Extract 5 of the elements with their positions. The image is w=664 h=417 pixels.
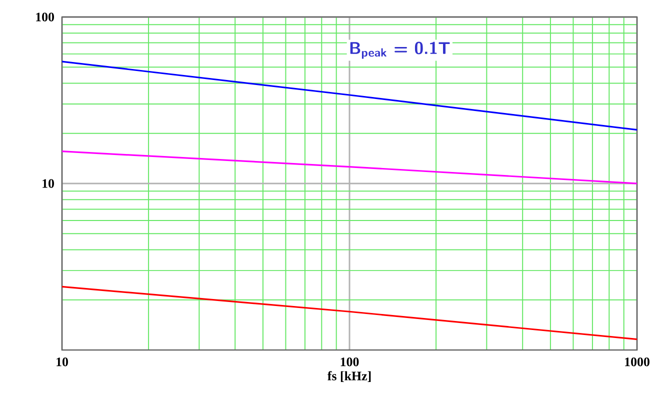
x-tick-label: 100 <box>340 358 359 366</box>
x-axis-title: fs [kHz] <box>327 371 371 382</box>
x-tick-label: 10 <box>56 358 68 366</box>
annotation: B$_{peak}$ = 0.1T <box>350 42 450 59</box>
x-tick-label: 1000 <box>625 358 650 366</box>
